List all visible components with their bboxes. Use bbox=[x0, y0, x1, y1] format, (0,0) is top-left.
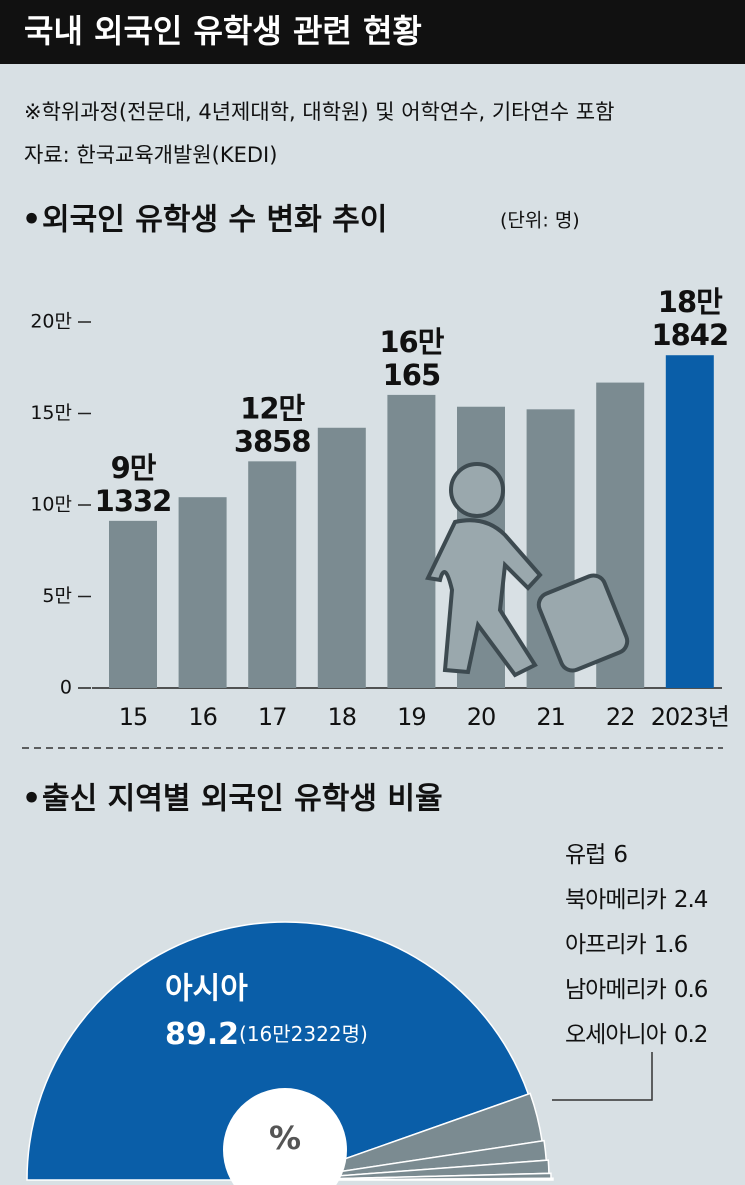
legend-entry: 남아메리카 0.6 bbox=[565, 977, 708, 1003]
y-tick-label: 5만 bbox=[42, 585, 72, 607]
slice-label: 아시아 bbox=[165, 972, 248, 1007]
slice-annotation: (16만2322명) bbox=[239, 1022, 368, 1046]
bar bbox=[248, 461, 297, 688]
icon-body bbox=[425, 518, 543, 678]
value-label: 9만 bbox=[111, 451, 157, 485]
legend-entry: 유럽 6 bbox=[565, 842, 627, 868]
x-tick-label: 20 bbox=[467, 703, 496, 731]
unit-label: (단위: 명) bbox=[500, 210, 580, 232]
value-label: 1332 bbox=[95, 484, 172, 518]
y-tick-label: 15만 bbox=[30, 402, 72, 424]
section-title: 외국인 유학생 수 변화 추이 bbox=[42, 203, 387, 238]
source: 자료: 한국교육개발원(KEDI) bbox=[24, 143, 277, 167]
legend-entry: 북아메리카 2.4 bbox=[565, 887, 708, 913]
legend-category: 북아메리카 bbox=[565, 887, 667, 913]
leader-line bbox=[552, 1052, 653, 1101]
bar bbox=[665, 355, 714, 688]
note: ※학위과정(전문대, 4년제대학, 대학원) 및 어학연수, 기타연수 포함 bbox=[24, 100, 614, 124]
legend-entry: 아프리카 1.6 bbox=[565, 932, 688, 958]
x-tick-label: 19 bbox=[397, 703, 426, 731]
legend-value: 6 bbox=[613, 842, 627, 868]
bar bbox=[178, 497, 227, 688]
section-title: 출신 지역별 외국인 유학생 비율 bbox=[42, 782, 443, 817]
traveller-icon bbox=[425, 462, 630, 678]
pie-center bbox=[223, 1088, 347, 1185]
y-tick-label: 20만 bbox=[30, 311, 72, 333]
legend-category: 아프리카 bbox=[565, 932, 646, 958]
center-label: % bbox=[269, 1119, 301, 1157]
page-title: 국내 외국인 유학생 관련 현황 bbox=[24, 12, 422, 50]
value-label: 3858 bbox=[234, 424, 311, 458]
value-label: 12만 bbox=[240, 391, 305, 425]
x-tick-label: 18 bbox=[328, 703, 357, 731]
x-tick-label: 22 bbox=[606, 703, 635, 731]
title-bar bbox=[0, 0, 745, 64]
slice-value-number: 89.2 bbox=[165, 1017, 239, 1052]
y-tick-label: 10만 bbox=[30, 494, 72, 516]
legend-entry: 오세아니아 0.2 bbox=[565, 1022, 707, 1048]
pie-slice bbox=[284, 1177, 554, 1181]
x-tick-label: 2023년 bbox=[651, 703, 729, 731]
legend-category: 오세아니아 bbox=[565, 1022, 667, 1048]
legend-category: 남아메리카 bbox=[565, 977, 667, 1003]
legend-value: 0.2 bbox=[674, 1022, 708, 1048]
bar bbox=[317, 427, 366, 688]
pie-chart: % 아시아 89.2(16만2322명) 유럽 6 북아메리카 2.4 아프리카 1.6 남아메리… bbox=[26, 842, 709, 1185]
x-tick-label: 21 bbox=[536, 703, 565, 731]
icon-head bbox=[449, 462, 505, 518]
x-tick-label: 16 bbox=[188, 703, 217, 731]
legend-value: 2.4 bbox=[674, 887, 708, 913]
x-tick-label: 15 bbox=[119, 703, 148, 731]
x-tick-label: 17 bbox=[258, 703, 287, 731]
legend-value: 1.6 bbox=[654, 932, 688, 958]
legend-value: 0.6 bbox=[674, 977, 708, 1003]
icon-suitcase bbox=[536, 573, 630, 673]
value-label: 165 bbox=[383, 358, 441, 392]
value-label: 1842 bbox=[651, 318, 728, 352]
slice-value: 89.2(16만2322명) bbox=[165, 1017, 368, 1052]
bar bbox=[109, 520, 157, 688]
bar bbox=[387, 394, 436, 688]
y-tick-label: 0 bbox=[60, 677, 72, 699]
bullet: • bbox=[22, 782, 41, 817]
bullet: • bbox=[22, 203, 41, 238]
pie-slice bbox=[26, 921, 530, 1181]
value-label: 16만 bbox=[379, 325, 444, 359]
value-label: 18만 bbox=[658, 285, 723, 319]
legend-category: 유럽 bbox=[565, 842, 605, 868]
